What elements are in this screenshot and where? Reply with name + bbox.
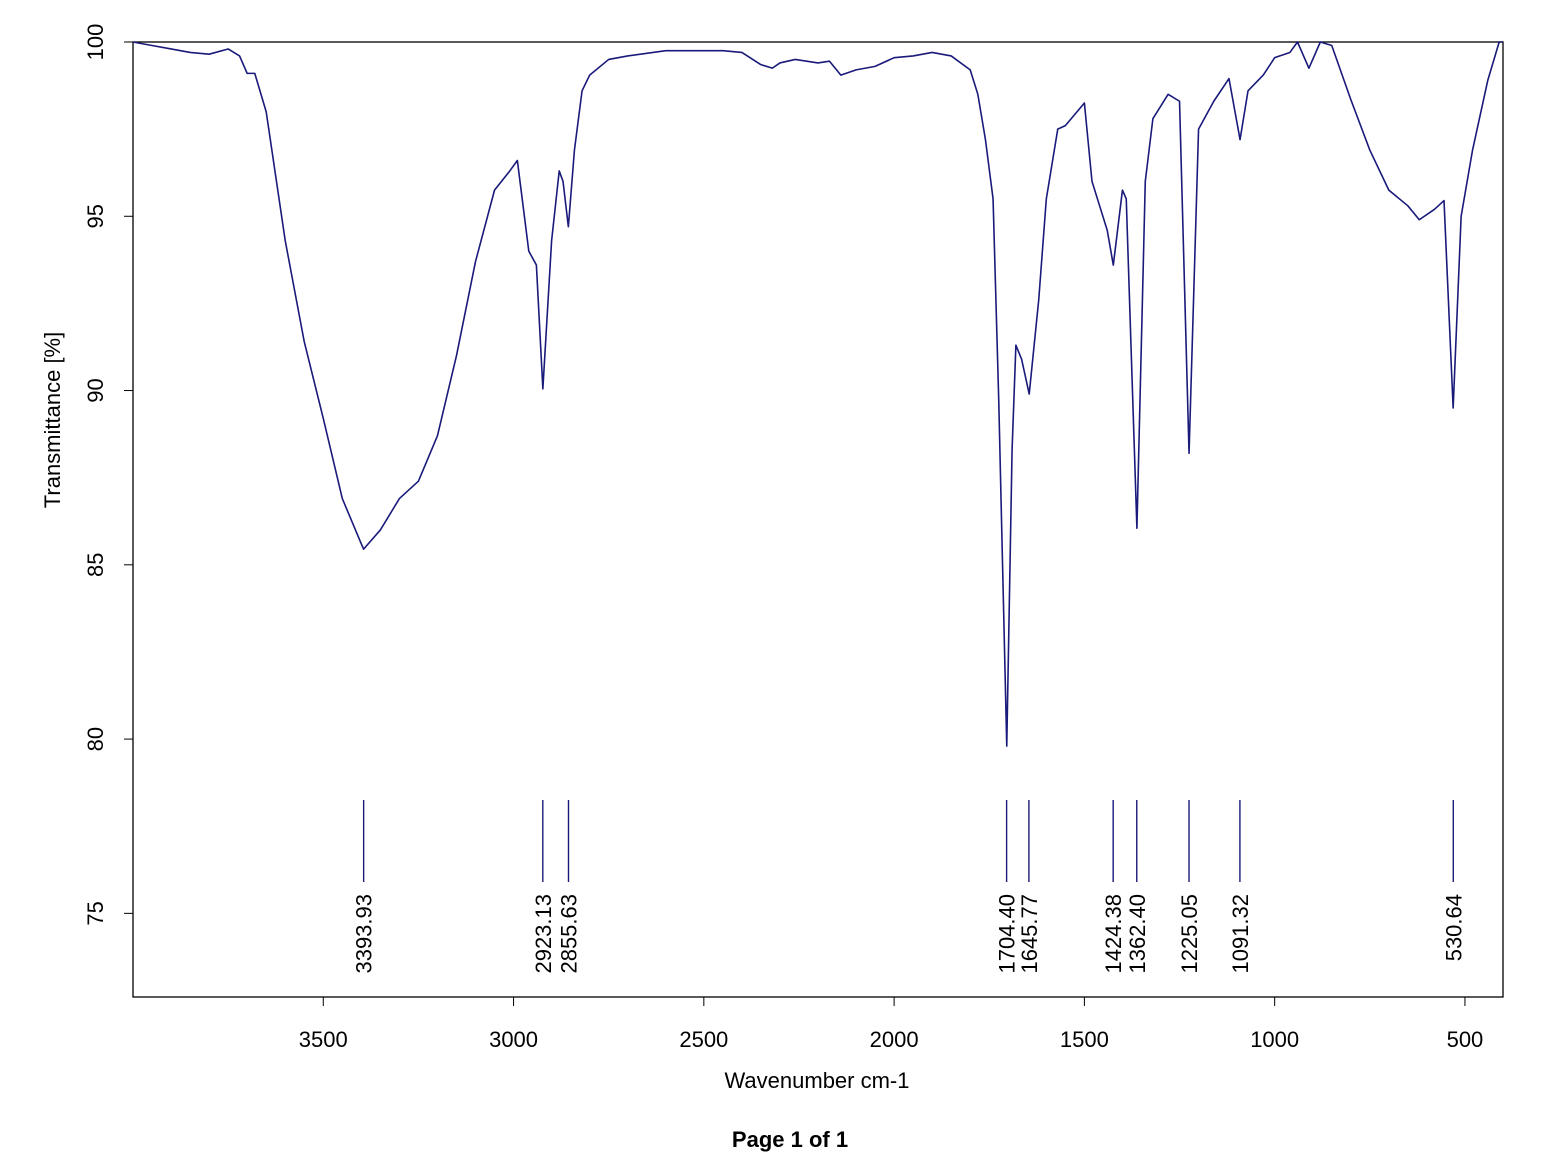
x-tick-label: 3000 xyxy=(489,1027,538,1052)
plot-frame xyxy=(132,41,1504,998)
x-axis-label: Wavenumber cm-1 xyxy=(724,1068,909,1093)
peak-label: 1704.40 xyxy=(995,894,1020,974)
x-tick-label: 2500 xyxy=(679,1027,728,1052)
x-tick-label: 2000 xyxy=(870,1027,919,1052)
peak-label: 3393.93 xyxy=(352,894,377,974)
y-tick-label: 75 xyxy=(83,901,108,925)
page-footer: Page 1 of 1 xyxy=(732,1127,848,1152)
peak-label: 1362.40 xyxy=(1125,894,1150,974)
peak-label: 530.64 xyxy=(1441,894,1466,961)
y-tick-label: 100 xyxy=(83,24,108,61)
peak-label: 1424.38 xyxy=(1101,894,1126,974)
peak-label: 2923.13 xyxy=(531,894,556,974)
peak-label: 1645.77 xyxy=(1017,894,1042,974)
y-tick-label: 90 xyxy=(83,378,108,402)
spectrum-line xyxy=(132,41,1503,747)
x-tick-label: 1000 xyxy=(1250,1027,1299,1052)
y-tick-label: 85 xyxy=(83,553,108,577)
x-tick-label: 1500 xyxy=(1060,1027,1109,1052)
y-tick-label: 80 xyxy=(83,727,108,751)
x-tick-label: 3500 xyxy=(299,1027,348,1052)
peak-label: 2855.63 xyxy=(556,894,581,974)
y-axis-label: Transmittance [%] xyxy=(40,332,65,508)
x-tick-label: 500 xyxy=(1447,1027,1484,1052)
peak-label: 1091.32 xyxy=(1228,894,1253,974)
y-tick-label: 95 xyxy=(83,204,108,228)
peak-label: 1225.05 xyxy=(1177,894,1202,974)
